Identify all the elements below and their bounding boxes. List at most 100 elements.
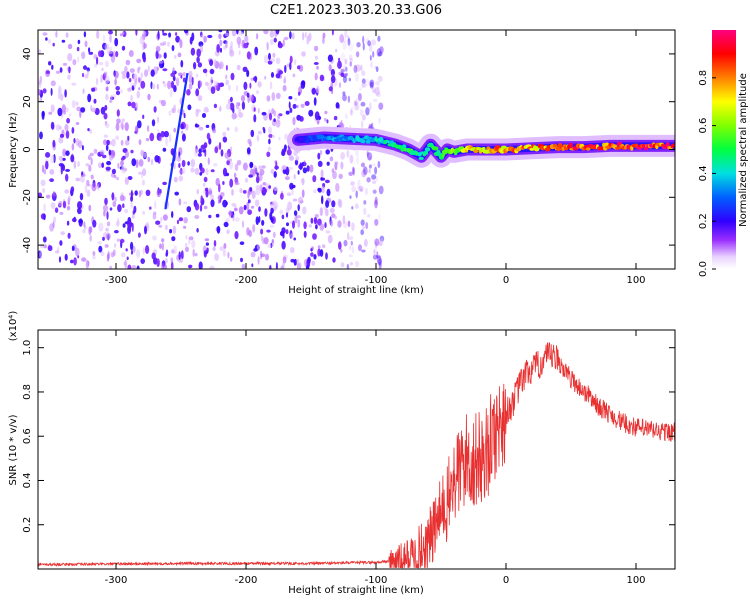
noise-blob [337, 60, 342, 69]
noise-blob [355, 190, 358, 199]
noise-blob [238, 40, 241, 49]
noise-blob [43, 169, 47, 175]
noise-blob [241, 101, 245, 110]
noise-blob [350, 107, 354, 113]
noise-blob [157, 116, 160, 124]
noise-blob [183, 225, 187, 229]
noise-blob [147, 93, 151, 101]
noise-blob [62, 148, 67, 157]
noise-blob [170, 257, 174, 263]
noise-blob [77, 255, 80, 259]
noise-blob [225, 74, 228, 80]
noise-blob [48, 111, 53, 115]
noise-blob [231, 189, 234, 196]
noise-blob [183, 113, 186, 119]
noise-blob [213, 59, 217, 66]
noise-blob [301, 51, 306, 57]
noise-blob [177, 52, 182, 58]
noise-blob [283, 36, 289, 41]
noise-blob [41, 164, 45, 173]
noise-blob [275, 30, 280, 35]
noise-blob [79, 110, 82, 118]
noise-blob [70, 259, 74, 264]
noise-blob [269, 81, 273, 90]
noise-blob [289, 61, 292, 71]
noise-blob [373, 249, 377, 254]
noise-blob [293, 237, 297, 241]
signal-blob [401, 144, 407, 149]
noise-blob [311, 246, 314, 250]
noise-blob [104, 43, 110, 51]
noise-blob [77, 56, 80, 63]
noise-blob [298, 163, 304, 170]
noise-blob [209, 265, 215, 269]
noise-blob [105, 93, 109, 101]
noise-blob [100, 74, 103, 83]
noise-blob [268, 52, 271, 61]
noise-blob [115, 51, 119, 58]
noise-blob [121, 31, 125, 35]
noise-blob [129, 68, 135, 73]
noise-blob [365, 78, 370, 87]
noise-blob [222, 167, 228, 177]
noise-blob [165, 257, 168, 264]
noise-blob [111, 138, 116, 147]
noise-blob [362, 166, 365, 175]
noise-blob [131, 223, 134, 232]
noise-blob [238, 31, 244, 36]
noise-blob [39, 250, 42, 259]
noise-blob [203, 142, 208, 149]
noise-blob [369, 55, 372, 61]
noise-blob [40, 179, 46, 187]
noise-blob [203, 35, 207, 43]
noise-blob [109, 207, 113, 211]
y-tick-label: 1.0 [22, 340, 33, 356]
noise-blob [189, 264, 193, 268]
noise-blob [347, 38, 351, 46]
noise-blob [349, 262, 353, 266]
noise-blob [245, 35, 249, 43]
noise-blob [81, 257, 87, 262]
noise-blob [310, 217, 314, 224]
noise-blob [145, 138, 150, 142]
noise-blob [64, 124, 69, 131]
noise-blob [162, 68, 168, 72]
noise-blob [220, 149, 224, 157]
noise-blob [130, 241, 134, 251]
noise-blob [340, 161, 344, 170]
noise-blob [343, 221, 348, 229]
noise-blob [102, 154, 107, 159]
noise-blob [195, 73, 199, 78]
noise-blob [320, 177, 325, 181]
noise-blob [38, 80, 42, 85]
noise-blob [45, 160, 49, 170]
noise-blob [153, 106, 157, 113]
noise-blob [289, 55, 293, 64]
noise-blob [369, 43, 373, 52]
noise-blob [156, 66, 159, 71]
noise-blob [52, 42, 55, 47]
noise-blob [351, 206, 354, 210]
signal-blob [432, 146, 439, 151]
noise-blob [369, 79, 375, 88]
noise-blob [340, 52, 346, 62]
noise-blob [68, 66, 71, 74]
noise-blob [261, 111, 267, 116]
noise-blob [279, 231, 284, 236]
noise-blob [355, 51, 360, 58]
noise-blob [91, 87, 96, 92]
noise-blob [173, 245, 178, 254]
noise-blob [210, 169, 215, 173]
noise-blob [324, 117, 327, 122]
x-tick-label: -100 [365, 575, 388, 586]
noise-blob [231, 202, 236, 207]
noise-blob [103, 139, 107, 146]
noise-blob [257, 256, 260, 265]
noise-blob [45, 194, 51, 199]
noise-blob [229, 178, 234, 188]
noise-blob [268, 126, 272, 135]
noise-blob [196, 56, 200, 64]
noise-blob [332, 170, 337, 180]
noise-blob [49, 178, 54, 183]
noise-blob [366, 177, 371, 183]
